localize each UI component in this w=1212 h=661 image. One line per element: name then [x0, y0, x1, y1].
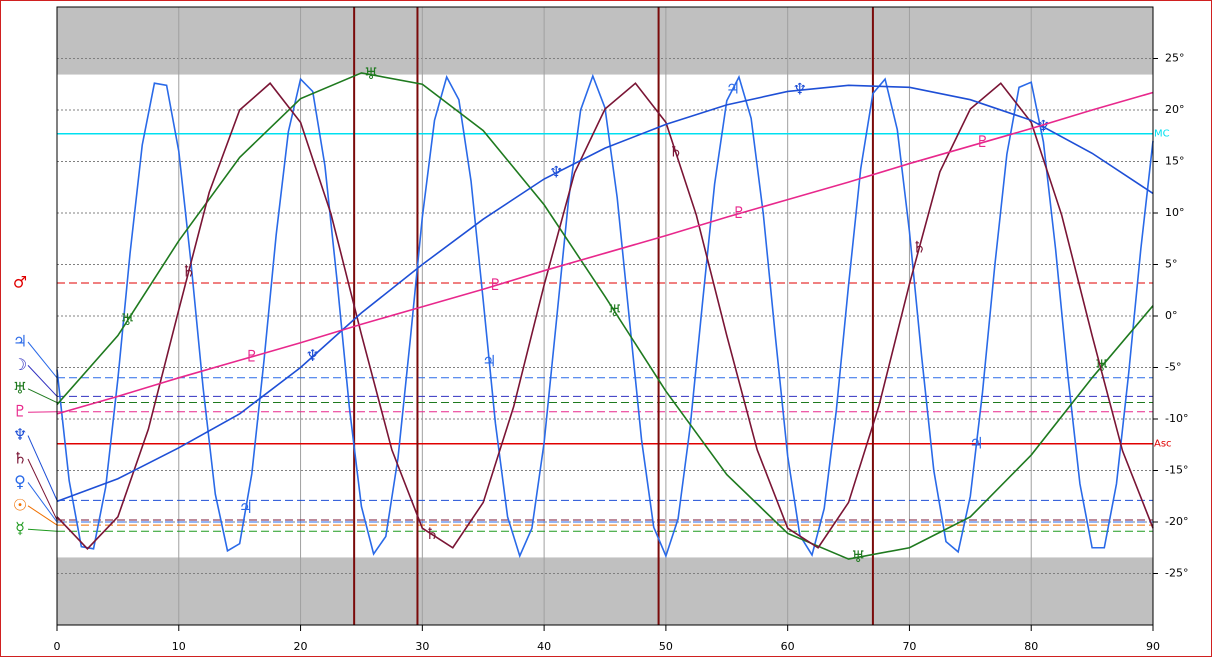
natal-symbol: ♄	[13, 449, 27, 468]
series-symbol: ♇	[975, 132, 989, 151]
shade-band	[57, 557, 1153, 625]
series-symbol: ♄	[912, 238, 926, 257]
x-tick-label: 50	[659, 640, 673, 653]
y-tick-label: -5°	[1165, 361, 1181, 374]
series-symbol: ♃	[726, 78, 740, 97]
x-tick-label: 30	[415, 640, 429, 653]
x-tick-label: 40	[537, 640, 551, 653]
series-symbol: ♅	[120, 310, 134, 329]
y-tick-label: 15°	[1165, 155, 1185, 168]
x-tick-label: 80	[1024, 640, 1038, 653]
natal-symbol: ♀	[14, 472, 26, 491]
y-tick-label: 20°	[1165, 103, 1185, 116]
series-symbol: ♆	[793, 80, 807, 99]
y-tick-label: -25°	[1165, 567, 1188, 580]
series-symbol: ♃	[969, 434, 983, 453]
reference-label: MC	[1154, 129, 1170, 140]
x-tick-label: 10	[172, 640, 186, 653]
shade-band	[57, 7, 1153, 75]
series-symbol: ♄	[181, 262, 195, 281]
series-symbol: ♇	[732, 203, 746, 222]
natal-symbol: ♂	[13, 273, 27, 292]
series-symbol: ♅	[364, 64, 378, 83]
x-tick-label: 20	[294, 640, 308, 653]
series-symbol: ♃	[482, 351, 496, 370]
y-tick-label: 10°	[1165, 206, 1185, 219]
x-tick-label: 90	[1146, 640, 1160, 653]
series-symbol: ♄	[425, 524, 439, 543]
series-symbol: ♇	[245, 346, 259, 365]
y-tick-label: -10°	[1165, 412, 1188, 425]
natal-symbol: ♇	[13, 402, 27, 421]
series-symbol: ♄	[668, 142, 682, 161]
y-tick-label: -20°	[1165, 515, 1188, 528]
reference-label: Asc	[1154, 439, 1172, 450]
y-tick-label: -15°	[1165, 464, 1188, 477]
x-tick-label: 70	[902, 640, 916, 653]
series-symbol: ♇	[488, 275, 502, 294]
natal-symbol: ♅	[13, 378, 27, 397]
y-tick-label: 25°	[1165, 52, 1185, 65]
natal-symbol: ☿	[15, 519, 25, 538]
series-symbol: ♅	[851, 547, 865, 566]
series-symbol: ♅	[608, 301, 622, 320]
natal-symbol: ☽	[13, 355, 27, 374]
x-tick-label: 0	[54, 640, 61, 653]
natal-symbol: ♃	[13, 332, 27, 351]
y-tick-label: 0°	[1165, 309, 1178, 322]
series-symbol: ♆	[306, 346, 320, 365]
natal-symbol: ☉	[13, 495, 27, 514]
series-symbol: ♃	[239, 498, 253, 517]
series-symbol: ♆	[549, 162, 563, 181]
y-tick-label: 5°	[1165, 258, 1178, 271]
x-tick-label: 60	[781, 640, 795, 653]
natal-symbol: ♆	[13, 425, 27, 444]
